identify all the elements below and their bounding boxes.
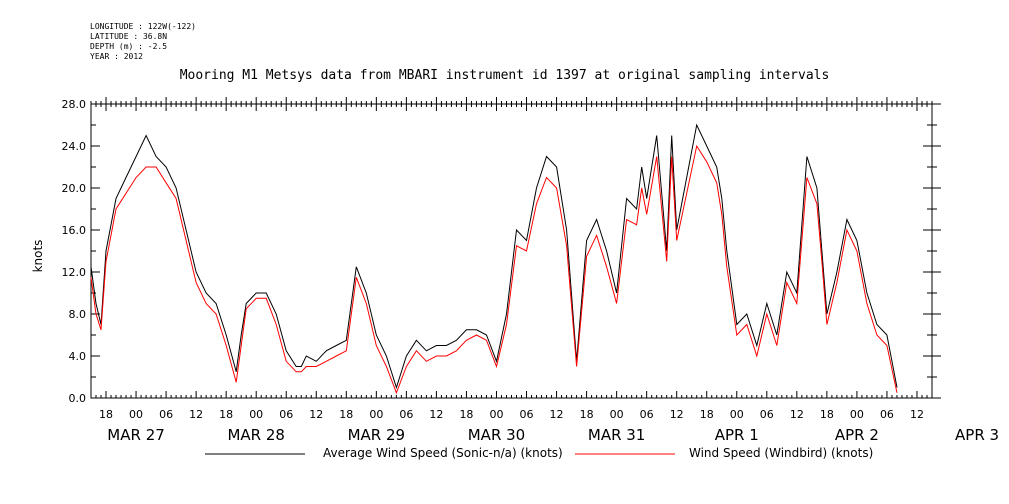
y-tick-label: 12.0 [62, 266, 87, 279]
x-day-label: APR 2 [835, 426, 879, 444]
series-line-average-wind-speed [90, 123, 898, 390]
x-day-label: MAR 28 [227, 426, 284, 444]
longitude-text: LONGITUDE : 122W(-122) [90, 22, 196, 31]
x-hour-label: 06 [520, 408, 534, 421]
x-hour-label: 06 [279, 408, 293, 421]
x-hour-label: 12 [429, 408, 443, 421]
x-hour-label: 18 [459, 408, 473, 421]
x-hour-label: 18 [580, 408, 594, 421]
y-tick-label: 20.0 [62, 182, 87, 195]
series-line-windbird-wind-speed [90, 144, 898, 395]
depth-text: DEPTH (m) : -2.5 [90, 42, 168, 51]
x-hour-label: 12 [670, 408, 684, 421]
year-text: YEAR : 2012 [90, 52, 143, 61]
x-hour-label: 00 [369, 408, 383, 421]
x-hour-label: 18 [219, 408, 233, 421]
x-hour-label: 12 [910, 408, 924, 421]
y-tick-label: 0.0 [69, 392, 87, 405]
x-hour-label: 00 [730, 408, 744, 421]
x-hour-label: 18 [339, 408, 353, 421]
x-hour-label: 00 [249, 408, 263, 421]
x-day-label: APR 3 [955, 426, 999, 444]
y-tick-label: 16.0 [62, 224, 87, 237]
legend-label-average: Average Wind Speed (Sonic-n/a) (knots) [323, 446, 563, 460]
x-day-label: MAR 27 [107, 426, 164, 444]
metadata-header: LONGITUDE : 122W(-122) LATITUDE : 36.8N … [90, 22, 196, 62]
x-hour-label: 06 [159, 408, 173, 421]
y-tick-label: 8.0 [69, 308, 87, 321]
y-axis-label: knots [31, 240, 45, 273]
latitude-text: LATITUDE : 36.8N [90, 32, 168, 41]
x-hour-label: 00 [850, 408, 864, 421]
x-hour-label: 18 [99, 408, 113, 421]
x-hour-label: 00 [489, 408, 503, 421]
x-hour-label: 18 [820, 408, 834, 421]
x-day-label: MAR 31 [588, 426, 645, 444]
x-hour-label: 12 [790, 408, 804, 421]
plot-frame [90, 103, 933, 399]
x-hour-label: 12 [189, 408, 203, 421]
chart-title: Mooring M1 Metsys data from MBARI instru… [179, 68, 830, 83]
x-day-label: APR 1 [715, 426, 759, 444]
x-hour-label: 00 [129, 408, 143, 421]
y-tick-label: 4.0 [69, 350, 87, 363]
x-hour-label: 06 [880, 408, 894, 421]
legend-label-windbird: Wind Speed (Windbird) (knots) [689, 446, 874, 460]
y-tick-label: 28.0 [62, 98, 87, 111]
x-hour-label: 06 [399, 408, 413, 421]
x-hour-label: 00 [610, 408, 624, 421]
x-hour-label: 06 [760, 408, 774, 421]
y-tick-label: 24.0 [62, 140, 87, 153]
x-hour-label: 12 [309, 408, 323, 421]
x-day-label: MAR 30 [468, 426, 525, 444]
x-hour-label: 12 [550, 408, 564, 421]
x-hour-label: 06 [640, 408, 654, 421]
x-hour-label: 18 [700, 408, 714, 421]
x-day-label: MAR 29 [348, 426, 405, 444]
